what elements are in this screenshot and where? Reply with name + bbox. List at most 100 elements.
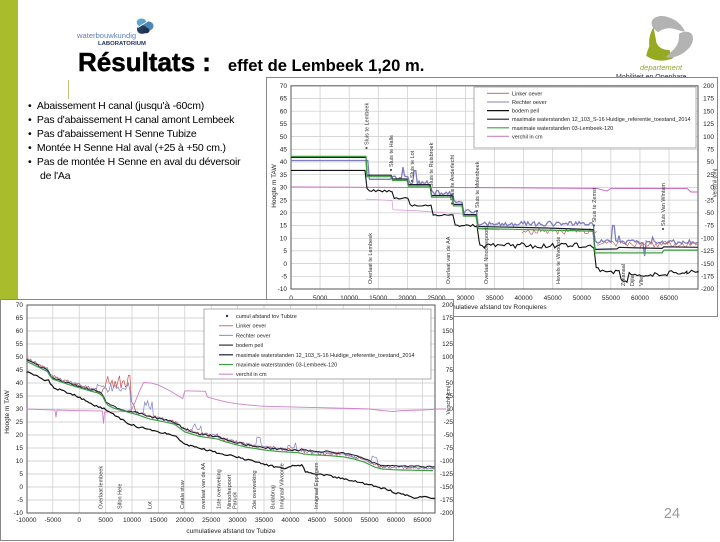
svg-text:15000: 15000 [149,517,167,524]
svg-text:-125: -125 [701,248,714,255]
svg-text:20000: 20000 [176,517,194,524]
svg-text:overlaat van de AA: overlaat van de AA [201,462,207,509]
svg-text:-150: -150 [701,261,714,268]
svg-text:Catala stuw: Catala stuw [180,480,186,509]
svg-text:Rechter oever: Rechter oever [236,333,271,339]
svg-text:25000: 25000 [202,517,220,524]
svg-text:60: 60 [16,328,24,335]
svg-text:25000: 25000 [427,295,445,302]
svg-text:50: 50 [707,159,715,166]
svg-text:Linker oever: Linker oever [512,91,542,97]
svg-text:175: 175 [442,315,453,322]
svg-text:Innigraaf Vilvoorde: Innigraaf Vilvoorde [279,463,285,509]
svg-text:45: 45 [280,147,288,154]
svg-text:30: 30 [16,406,24,413]
svg-text:-150: -150 [440,484,453,491]
svg-text:10000: 10000 [123,517,141,524]
svg-text:40: 40 [16,380,24,387]
svg-text:65: 65 [280,96,288,103]
svg-text:-5000: -5000 [44,517,61,524]
svg-text:cumulatieve afstand tov Ronqui: cumulatieve afstand tov Ronquieres [443,304,547,311]
svg-text:70: 70 [16,302,24,309]
svg-text:-125: -125 [440,471,453,478]
svg-text:35: 35 [16,393,24,400]
svg-text:departement: departement [640,63,683,72]
svg-text:Sluis te Lembeek: Sluis te Lembeek [365,103,371,145]
svg-text:Hoogte m TAW: Hoogte m TAW [271,163,278,207]
svg-text:55000: 55000 [602,295,620,302]
svg-text:50: 50 [280,134,288,141]
svg-text:Sluis te Zemst: Sluis te Zemst [592,187,598,222]
svg-text:Sluis Van Wintam: Sluis Van Wintam [661,183,667,226]
svg-text:Sluis te Lot: Sluis te Lot [410,150,416,178]
svg-text:Vliet: Vliet [639,275,645,286]
svg-text:50: 50 [16,354,24,361]
svg-text:100: 100 [442,354,453,361]
svg-text:-100: -100 [701,235,714,242]
svg-text:35000: 35000 [255,517,273,524]
svg-text:35000: 35000 [486,295,504,302]
svg-text:-10: -10 [14,510,24,517]
svg-text:LABORATORIUM: LABORATORIUM [98,41,146,46]
svg-text:60000: 60000 [631,295,649,302]
svg-text:-25: -25 [444,419,454,426]
svg-text:-75: -75 [444,445,454,452]
svg-text:cumulatieve afstand tov Tubiz: cumulatieve afstand tov Tubize [186,528,276,535]
svg-text:50: 50 [446,380,454,387]
svg-text:Overlaat van de AA: Overlaat van de AA [446,236,452,284]
svg-text:maximale waterstanden 03-Lembe: maximale waterstanden 03-Lembeek-120 [512,126,613,132]
svg-text:Sluis te Anderlecht: Sluis te Anderlecht [450,154,456,200]
svg-text:Hoogte m TAW: Hoogte m TAW [4,389,11,433]
svg-text:125: 125 [703,121,714,128]
svg-text:30000: 30000 [229,517,247,524]
svg-text:150: 150 [442,328,453,335]
svg-text:Sifon Hele: Sifon Hele [118,484,124,509]
svg-text:15: 15 [280,223,288,230]
svg-text:55000: 55000 [361,517,379,524]
svg-text:-175: -175 [701,274,714,281]
svg-text:50000: 50000 [334,517,352,524]
svg-text:Paruck: Paruck [232,492,238,509]
svg-text:15: 15 [16,445,24,452]
svg-text:-5: -5 [17,497,23,504]
svg-text:-25: -25 [705,197,715,204]
svg-text:55: 55 [16,341,24,348]
svg-text:0: 0 [449,406,453,413]
svg-text:Dijle: Dijle [630,275,636,286]
svg-text:40: 40 [280,159,288,166]
svg-text:verchil in cm: verchil in cm [236,372,267,378]
svg-text:cumul afstand tov Tubize: cumul afstand tov Tubize [236,314,297,320]
svg-text:15000: 15000 [369,295,387,302]
svg-text:0: 0 [77,517,81,524]
svg-text:30: 30 [280,185,288,192]
svg-text:Rechter oever: Rechter oever [512,100,547,106]
svg-text:Linker oever: Linker oever [236,324,266,330]
svg-text:1ste overweking: 1ste overweking [216,469,222,509]
svg-text:50000: 50000 [573,295,591,302]
svg-text:Zijkanaal: Zijkanaal [621,264,627,286]
svg-text:5: 5 [283,248,287,255]
svg-text:55: 55 [280,121,288,128]
svg-text:25: 25 [707,172,715,179]
svg-text:45000: 45000 [308,517,326,524]
svg-text:60: 60 [280,108,288,115]
svg-text:150: 150 [703,108,714,115]
svg-text:2de overweking: 2de overweking [252,470,258,509]
svg-text:Budabrug: Budabrug [270,485,276,509]
svg-text:-50: -50 [705,210,715,217]
svg-text:Lot: Lot [147,501,153,509]
svg-text:0: 0 [19,484,23,491]
svg-text:100: 100 [703,134,714,141]
svg-text:-50: -50 [444,432,454,439]
svg-text:125: 125 [442,341,453,348]
svg-text:Sluis te Ruisbroek: Sluis te Ruisbroek [429,142,435,187]
svg-text:maximale waterstanden 03-Lembe: maximale waterstanden 03-Lembeek-120 [236,363,337,369]
svg-text:Overlaat lembeek: Overlaat lembeek [99,466,105,509]
svg-text:175: 175 [703,96,714,103]
svg-text:Ninoofsepoort: Ninoofsepoort [227,474,233,509]
svg-text:25: 25 [16,419,24,426]
svg-text:-200: -200 [440,510,453,517]
svg-text:Overlaat te Lembeek: Overlaat te Lembeek [368,233,374,284]
svg-text:verchil in cm: verchil in cm [512,134,543,140]
svg-text:Overlaat Ninoofsepoort: Overlaat Ninoofsepoort [484,227,490,284]
